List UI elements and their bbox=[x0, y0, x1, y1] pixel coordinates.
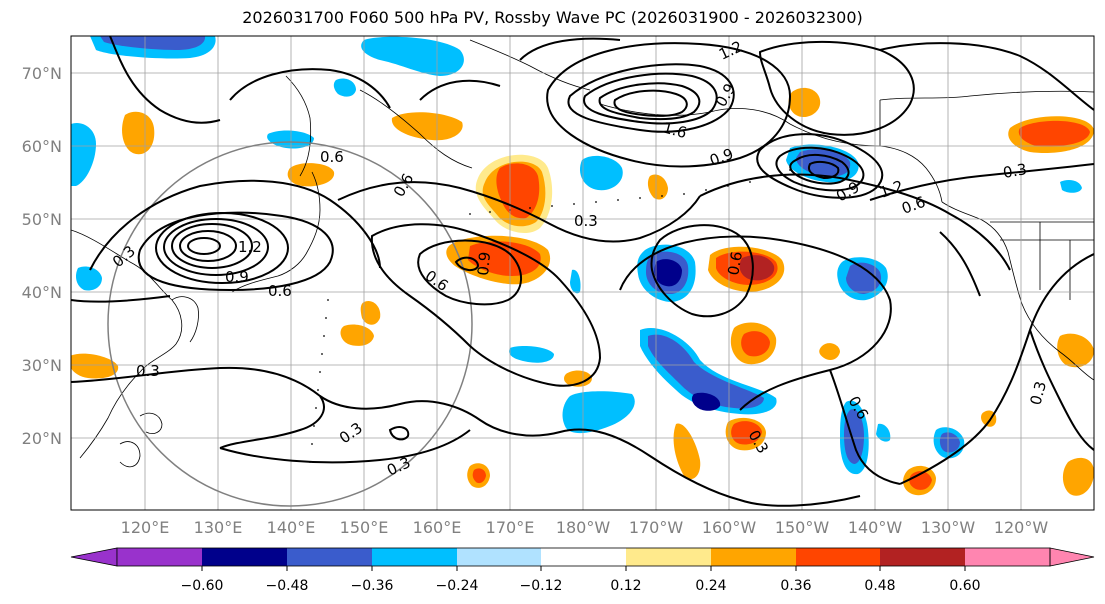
colorbar-segment bbox=[372, 548, 457, 566]
longitude-labels: 120°E 130°E 140°E 150°E 160°E 170°E 180°… bbox=[121, 518, 1049, 537]
reference-circle bbox=[107, 141, 473, 507]
graticule bbox=[71, 36, 1094, 510]
colorbar-segment bbox=[457, 548, 541, 566]
contour-label: 0.9 bbox=[225, 268, 249, 286]
lon-label: 150°E bbox=[340, 518, 389, 537]
colorbar-tick: 0.60 bbox=[949, 578, 980, 594]
colorbar-outline bbox=[116, 547, 1051, 567]
colorbar-tick: 0.24 bbox=[695, 578, 726, 594]
colorbar-segment bbox=[117, 548, 202, 566]
map-content: 0.3 0.9 0.6 1.2 0.3 0.6 0.3 0.3 0.6 0.9 … bbox=[71, 36, 1094, 510]
colorbar: −0.60 −0.48 −0.36 −0.24 −0.12 0.12 0.24 … bbox=[70, 547, 1095, 594]
coastlines bbox=[71, 39, 1094, 468]
lon-label: 130°W bbox=[921, 518, 976, 537]
colorbar-segment bbox=[880, 548, 965, 566]
colorbar-segment bbox=[796, 548, 880, 566]
contour-label: 1.6 bbox=[661, 118, 689, 142]
contour-label: 0.3 bbox=[574, 212, 598, 230]
colorbar-tick: −0.60 bbox=[181, 578, 224, 594]
pv-contours bbox=[71, 36, 1094, 507]
lon-label: 150°W bbox=[775, 518, 830, 537]
warm-anomalies bbox=[71, 87, 1094, 496]
colorbar-segment bbox=[965, 548, 1050, 566]
contour-label: 0.6 bbox=[724, 250, 746, 277]
contour-label: 0.3 bbox=[1002, 160, 1029, 182]
colorbar-tick: 0.36 bbox=[780, 578, 811, 594]
lon-label: 160°W bbox=[702, 518, 757, 537]
colorbar-segment bbox=[711, 548, 796, 566]
colorbar-tick: −0.12 bbox=[520, 578, 563, 594]
contour-label: 0.6 bbox=[320, 148, 344, 166]
colorbar-tick: −0.24 bbox=[436, 578, 479, 594]
lon-label: 140°E bbox=[267, 518, 316, 537]
lon-label: 120°E bbox=[121, 518, 170, 537]
lon-label: 160°E bbox=[413, 518, 462, 537]
colorbar-tick: 0.12 bbox=[610, 578, 641, 594]
map-frame bbox=[70, 35, 1095, 511]
colorbar-segment bbox=[202, 548, 287, 566]
lat-label: 40°N bbox=[22, 283, 62, 302]
latitude-labels: 70°N 60°N 50°N 40°N 30°N 20°N bbox=[22, 64, 62, 448]
lat-label: 20°N bbox=[22, 429, 62, 448]
lon-label: 130°E bbox=[194, 518, 243, 537]
lat-label: 30°N bbox=[22, 356, 62, 375]
colorbar-segment bbox=[626, 548, 711, 566]
contour-label: 0.6 bbox=[268, 282, 292, 300]
lat-label: 60°N bbox=[22, 137, 62, 156]
colorbar-tick: 0.48 bbox=[864, 578, 895, 594]
colorbar-tick: −0.48 bbox=[266, 578, 309, 594]
contour-label: 1.2 bbox=[238, 238, 262, 256]
lat-label: 70°N bbox=[22, 64, 62, 83]
lon-label: 170°E bbox=[486, 518, 535, 537]
contour-label: 0.3 bbox=[136, 362, 160, 380]
contour-label: 0.3 bbox=[1026, 379, 1050, 407]
colorbar-segment bbox=[541, 548, 626, 566]
map-title: 2026031700 F060 500 hPa PV, Rossby Wave … bbox=[242, 8, 863, 27]
lon-label: 180°W bbox=[556, 518, 611, 537]
colorbar-extend-min bbox=[70, 547, 118, 567]
lon-label: 120°W bbox=[994, 518, 1049, 537]
colorbar-extend-max bbox=[1049, 547, 1095, 567]
contour-label: 0.9 bbox=[474, 251, 494, 276]
lat-label: 50°N bbox=[22, 210, 62, 229]
colorbar-tick: −0.36 bbox=[351, 578, 394, 594]
lon-label: 140°W bbox=[848, 518, 903, 537]
colorbar-segment bbox=[287, 548, 372, 566]
lon-label: 170°W bbox=[629, 518, 684, 537]
